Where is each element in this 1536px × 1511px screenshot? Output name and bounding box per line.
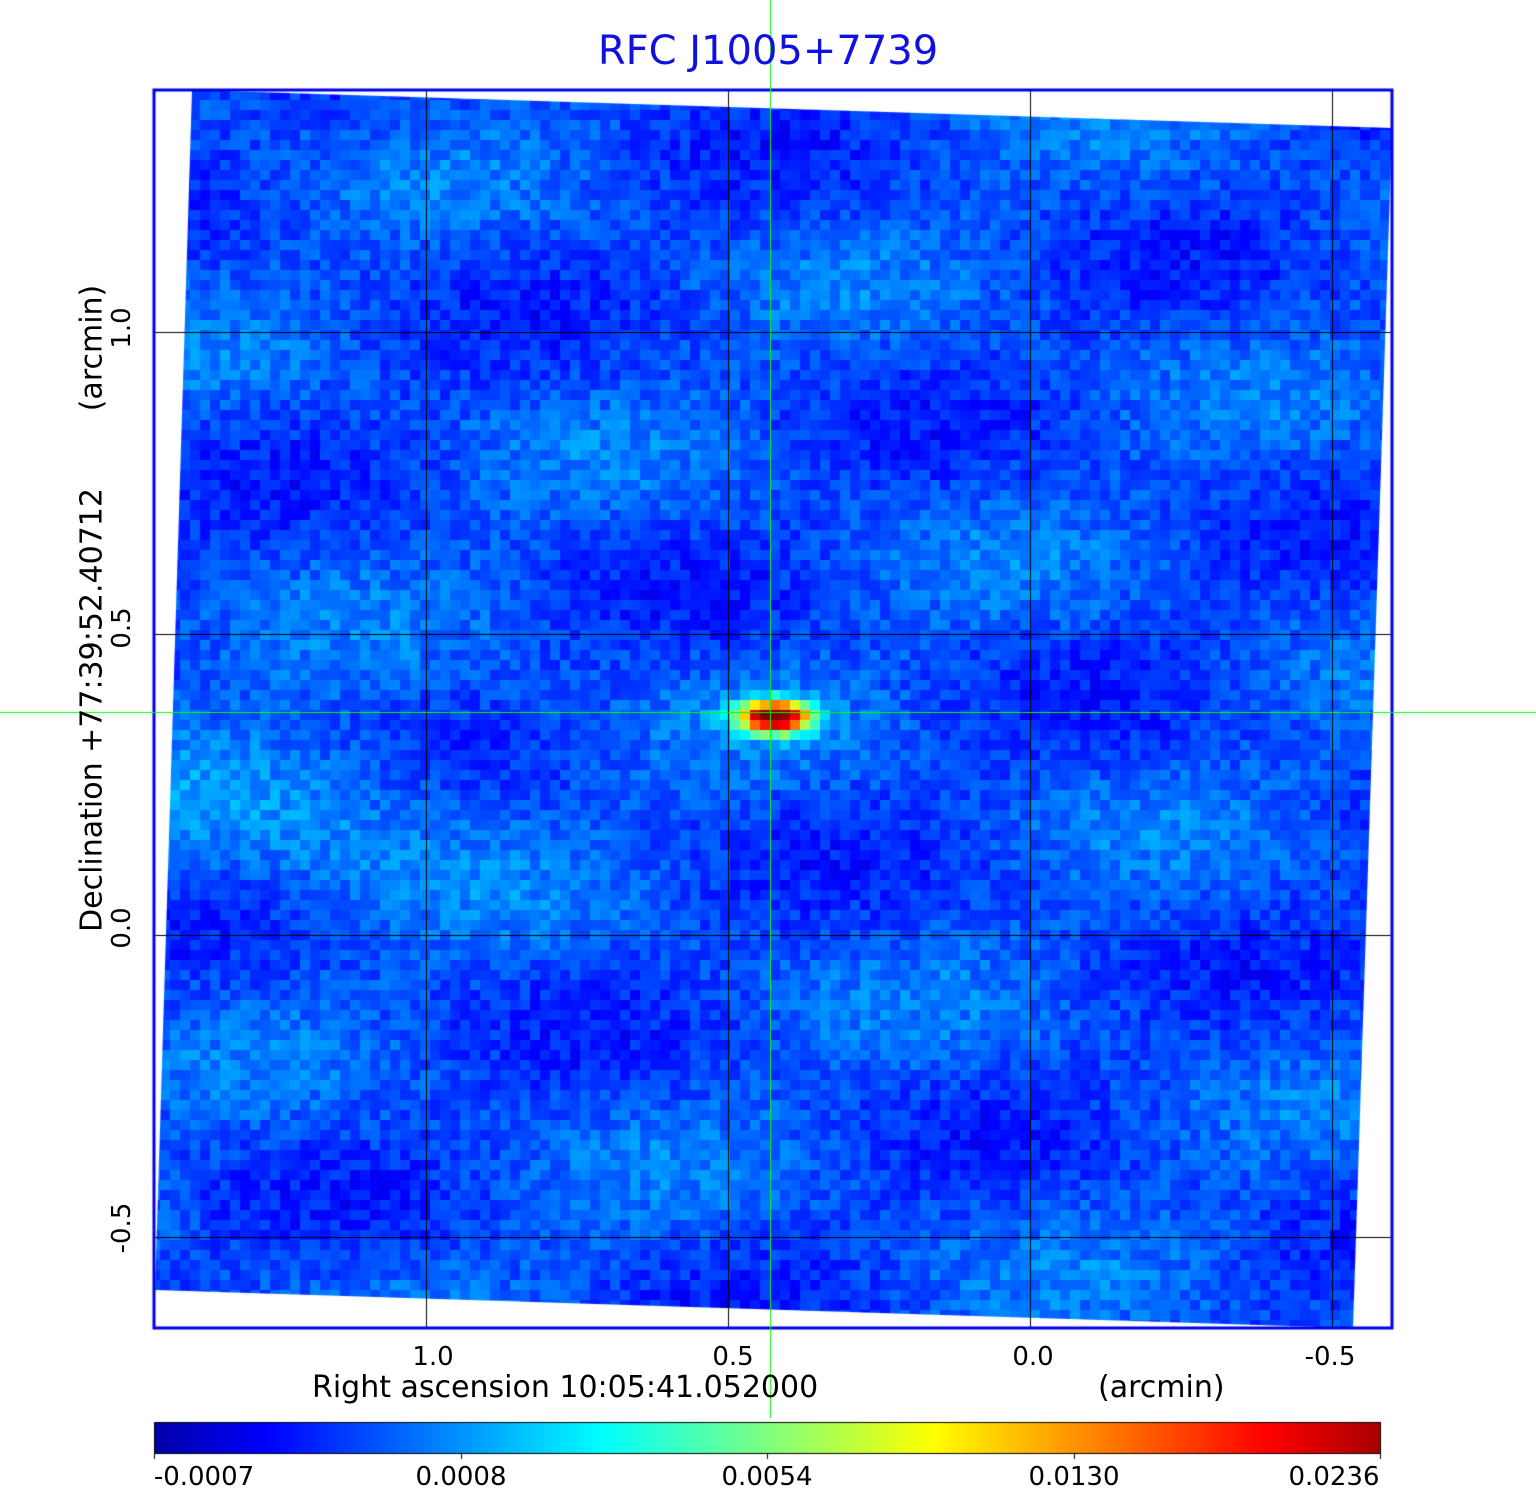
colorbar-tick-label: 0.0236: [1288, 1462, 1380, 1492]
colorbar-tick-label: 0.0054: [721, 1462, 813, 1492]
y-tick-label: 0.0: [107, 907, 137, 949]
x-tick-label: 0.0: [1012, 1342, 1054, 1372]
x-tick-label: 0.5: [712, 1342, 754, 1372]
y-tick-label: -0.5: [107, 1202, 137, 1254]
y-axis-label: Declination +77:39:52.40712: [74, 488, 110, 932]
colorbar-tick-label: 0.0008: [415, 1462, 507, 1492]
x-tick-label: -0.5: [1304, 1342, 1356, 1372]
y-tick-label: 1.0: [107, 307, 137, 349]
colorbar-tick-label: 0.0130: [1028, 1462, 1120, 1492]
y-axis-unit: (arcmin): [74, 284, 110, 412]
y-tick-label: 0.5: [107, 607, 137, 649]
x-axis-label: Right ascension 10:05:41.052000: [312, 1370, 819, 1405]
colorbar-tick-label: -0.0007: [153, 1462, 255, 1492]
chart-title: RFC J1005+7739: [597, 28, 939, 74]
x-axis-unit: (arcmin): [1098, 1370, 1225, 1405]
x-tick-label: 1.0: [412, 1342, 454, 1372]
